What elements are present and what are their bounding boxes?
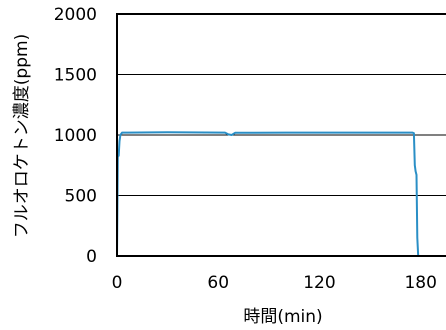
y-tick-label: 1000 xyxy=(54,126,97,146)
grid-lines xyxy=(117,74,446,196)
x-tick-label: 0 xyxy=(112,273,123,293)
y-tick-labels: 0 500 1000 1500 2000 xyxy=(54,5,97,267)
plot-frame xyxy=(116,13,446,257)
x-tick-label: 120 xyxy=(303,273,335,293)
x-tick-label: 60 xyxy=(207,273,229,293)
series-layer xyxy=(116,131,420,257)
x-tick-label: 180 xyxy=(404,273,436,293)
x-tick-labels: 0 60 120 180 xyxy=(112,273,437,293)
y-tick-label: 1500 xyxy=(54,66,97,86)
y-tick-label: 2000 xyxy=(54,5,97,25)
y-tick-label: 500 xyxy=(65,187,97,207)
x-axis-title: 時間(min) xyxy=(243,307,322,327)
y-tick-label: 0 xyxy=(86,247,97,267)
y-axis-title: フルオロケトン濃度(ppm) xyxy=(12,34,32,238)
series-line-0 xyxy=(116,131,420,257)
